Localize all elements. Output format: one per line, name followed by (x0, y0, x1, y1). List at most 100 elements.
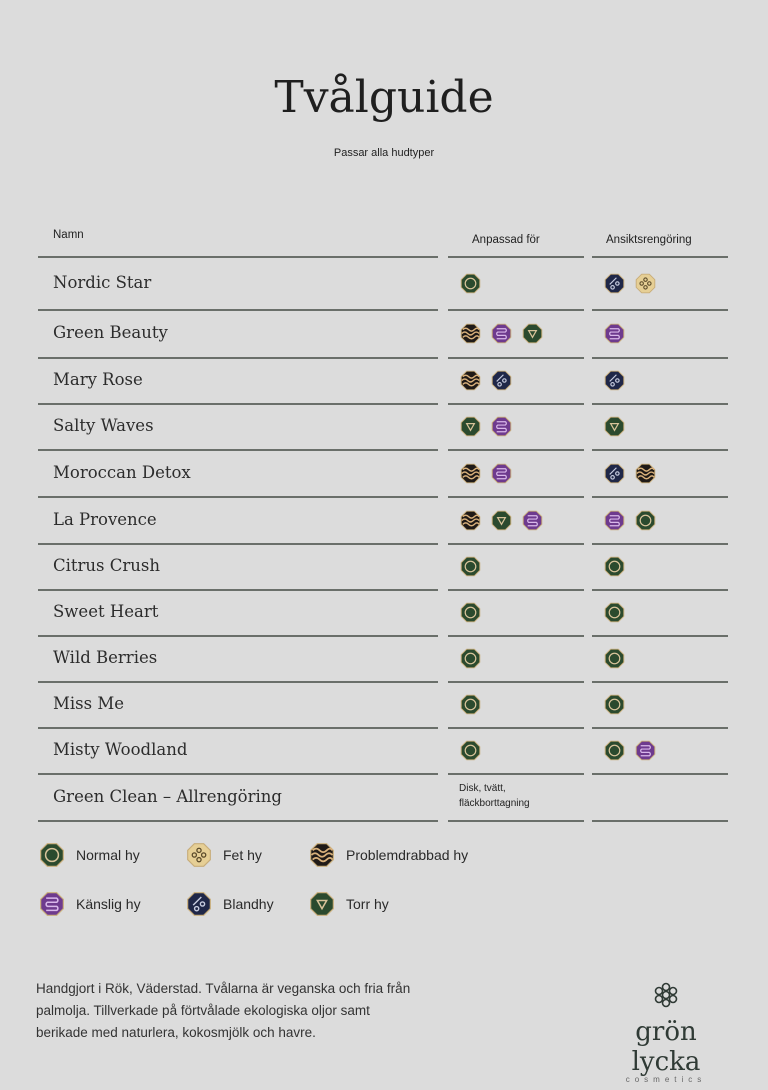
divider (38, 449, 438, 451)
divider (448, 309, 584, 311)
page-subtitle: Passar alla hudtyper (333, 147, 435, 159)
torr-skin-icon (604, 416, 625, 437)
divider (38, 681, 438, 683)
soap-name: Nordic Star (53, 272, 152, 292)
face-icons (603, 415, 626, 438)
divider (592, 496, 728, 498)
fet-skin-icon (187, 843, 211, 867)
suited-note: Disk, tvätt, fläckborttagning (459, 782, 530, 809)
brand-name: grön lycka (631, 1017, 701, 1077)
suited-icons (459, 601, 482, 624)
page-title: Tvålguide (274, 72, 494, 123)
bland-skin-icon (491, 370, 512, 391)
torr-skin-icon (460, 416, 481, 437)
suited-icons (459, 462, 513, 485)
face-icons (603, 272, 657, 295)
problem-skin-icon (460, 370, 481, 391)
kanslig-skin-icon (522, 510, 543, 530)
normal-skin-icon (604, 740, 625, 761)
header-name: Namn (53, 229, 84, 241)
divider (592, 589, 728, 591)
face-icons (603, 555, 626, 578)
footer-text: Handgjort i Rök, Väderstad. Tvålarna är … (36, 981, 411, 1040)
legend-label: Blandhy (223, 896, 274, 912)
legend-item: Känslig hy (38, 890, 141, 918)
divider (38, 773, 438, 775)
face-icons (603, 509, 657, 532)
normal-skin-icon (635, 510, 656, 530)
soap-name: Mary Rose (53, 370, 143, 389)
problem-skin-icon (460, 463, 481, 483)
face-icons (603, 322, 626, 345)
divider (448, 496, 584, 498)
divider (592, 449, 728, 451)
divider (38, 309, 438, 311)
legend-label: Torr hy (346, 896, 389, 912)
torr-skin-icon (522, 323, 543, 344)
suited-icons (459, 272, 482, 295)
soap-name: Misty Woodland (53, 740, 188, 759)
divider (592, 357, 728, 359)
soap-name: La Provence (53, 509, 157, 529)
normal-skin-icon (460, 648, 481, 669)
normal-skin-icon (460, 602, 481, 623)
soap-name: Moroccan Detox (53, 462, 191, 482)
suited-icons (459, 647, 482, 670)
face-icons (603, 739, 657, 762)
kanslig-skin-icon (604, 323, 625, 344)
suited-icons (459, 322, 544, 345)
legend-label: Normal hy (76, 847, 140, 863)
divider (38, 727, 438, 729)
divider (38, 589, 438, 591)
normal-skin-icon (604, 556, 625, 577)
divider (38, 357, 438, 359)
face-icons (603, 462, 657, 485)
soap-name: Green Beauty (53, 323, 168, 342)
divider (448, 635, 584, 637)
divider (592, 635, 728, 637)
divider (592, 681, 728, 683)
normal-skin-icon (460, 273, 481, 293)
kanslig-skin-icon (491, 323, 512, 344)
face-icons (603, 601, 626, 624)
divider (592, 403, 728, 405)
divider (448, 589, 584, 591)
normal-skin-icon (460, 556, 481, 577)
suited-icons (459, 369, 513, 392)
bland-skin-icon (187, 892, 211, 916)
legend-item: Problemdrabbad hy (308, 841, 468, 869)
bland-skin-icon (604, 463, 625, 483)
header-face: Ansiktsrengöring (606, 234, 692, 246)
bland-skin-icon (604, 273, 625, 293)
divider (448, 543, 584, 545)
soap-name: Green Clean – Allrengöring (53, 786, 282, 806)
divider (448, 681, 584, 683)
fet-skin-icon (635, 273, 656, 293)
legend-label: Känslig hy (76, 896, 141, 912)
torr-skin-icon (491, 510, 512, 530)
legend-item: Normal hy (38, 841, 140, 869)
face-icons (603, 647, 626, 670)
divider (448, 357, 584, 359)
soap-name: Salty Waves (53, 416, 154, 435)
legend-label: Problemdrabbad hy (346, 847, 469, 863)
problem-skin-icon (310, 843, 334, 867)
divider (448, 773, 584, 775)
face-icons (603, 369, 626, 392)
normal-skin-icon (604, 648, 625, 669)
soap-name: Miss Me (53, 694, 125, 713)
problem-skin-icon (635, 463, 656, 483)
divider (38, 496, 438, 498)
legend-item: Blandhy (185, 890, 274, 918)
soap-name: Sweet Heart (53, 602, 159, 621)
suited-icons (459, 509, 544, 532)
kanslig-skin-icon (604, 510, 625, 530)
suited-icons (459, 555, 482, 578)
normal-skin-icon (460, 740, 481, 761)
header-suited: Anpassad för (472, 234, 540, 246)
torr-skin-icon (310, 892, 334, 916)
normal-skin-icon (604, 602, 625, 623)
divider (448, 256, 584, 258)
normal-skin-icon (460, 694, 481, 715)
divider (592, 309, 728, 311)
